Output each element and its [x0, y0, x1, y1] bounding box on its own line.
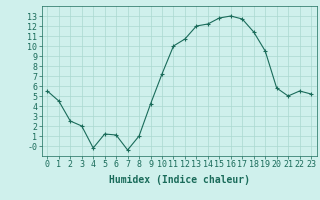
X-axis label: Humidex (Indice chaleur): Humidex (Indice chaleur)	[109, 175, 250, 185]
